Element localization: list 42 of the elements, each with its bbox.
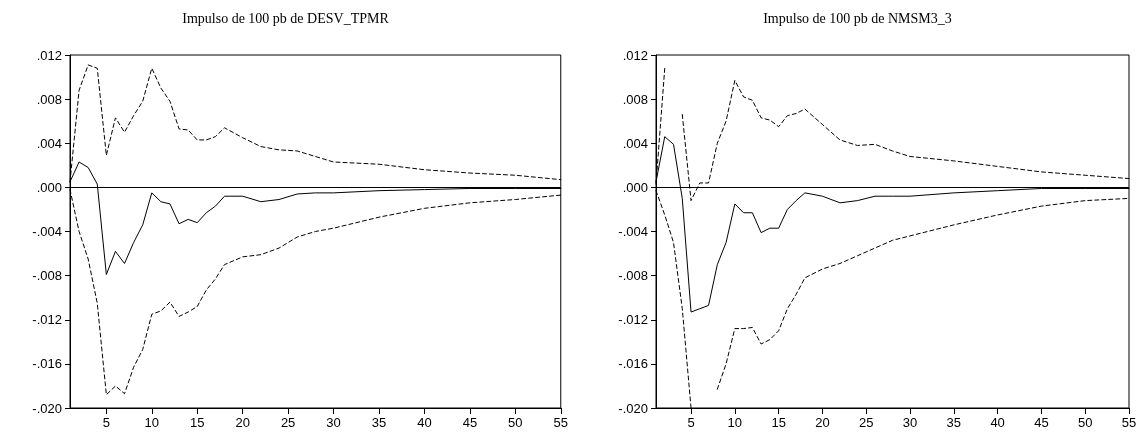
y-tick-label: -.004 — [32, 224, 62, 239]
y-tick-label: -.016 — [618, 356, 648, 372]
y-tick-label: -.012 — [32, 312, 62, 328]
x-tick-label: 5 — [102, 415, 110, 430]
x-tick-label: 40 — [990, 415, 1005, 430]
x-tick-label: 10 — [727, 415, 743, 430]
x-tick-label: 35 — [946, 415, 962, 430]
y-tick-label: -.012 — [618, 312, 648, 328]
x-tick-label: 50 — [1077, 415, 1093, 430]
x-tick-label: 55 — [1121, 415, 1137, 430]
chart-title: Impulso de 100 pb de NMSM3_3 — [763, 10, 952, 26]
x-tick-label: 15 — [771, 415, 786, 430]
x-tick-label: 20 — [235, 415, 250, 430]
y-tick-label: .012 — [622, 47, 648, 63]
x-tick-label: 5 — [687, 415, 695, 430]
x-tick-label: 45 — [462, 415, 478, 430]
y-tick-label: .008 — [622, 91, 648, 107]
y-tick-label: -.008 — [32, 268, 62, 284]
x-tick-label: 30 — [902, 415, 918, 430]
x-tick-label: 25 — [280, 415, 296, 430]
x-tick-label: 45 — [1034, 415, 1049, 430]
y-tick-label: -.008 — [618, 268, 648, 284]
chart-title: Impulso de 100 pb de DESV_TPMR — [182, 10, 390, 26]
x-tick-label: 15 — [190, 415, 205, 430]
x-tick-label: 30 — [326, 415, 341, 430]
y-tick-label: -.020 — [618, 400, 648, 416]
y-tick-label: -.016 — [32, 356, 62, 372]
y-tick-label: -.004 — [618, 224, 648, 239]
y-tick-label: .000 — [622, 179, 648, 195]
x-tick-label: 55 — [553, 415, 568, 430]
y-tick-label: -.020 — [32, 400, 62, 416]
x-tick-label: 20 — [815, 415, 830, 430]
x-tick-label: 25 — [858, 415, 874, 430]
y-tick-label: .008 — [36, 91, 62, 107]
y-tick-label: .004 — [36, 135, 62, 151]
y-tick-label: .004 — [622, 135, 648, 151]
y-tick-label: .012 — [36, 47, 62, 63]
x-tick-label: 50 — [508, 415, 523, 430]
x-tick-label: 35 — [371, 415, 387, 430]
x-tick-label: 10 — [144, 415, 160, 430]
x-tick-label: 40 — [417, 415, 432, 430]
y-tick-label: .000 — [36, 179, 62, 195]
